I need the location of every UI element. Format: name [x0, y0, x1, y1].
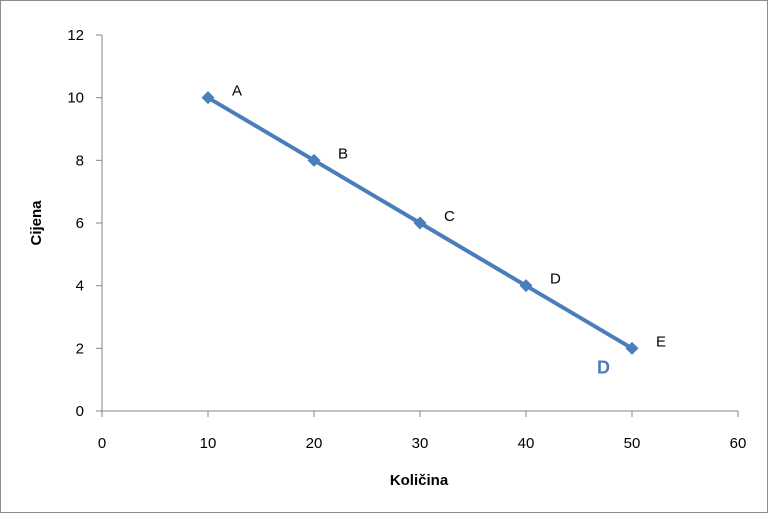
point-marker-e — [625, 341, 639, 355]
x-tick-label: 20 — [306, 435, 323, 452]
point-label-d: D — [550, 271, 561, 288]
x-tick-label: 0 — [98, 435, 106, 452]
y-axis-title: Cijena — [28, 200, 45, 246]
series-name-label: D — [597, 357, 610, 377]
y-tick-label: 2 — [76, 340, 84, 357]
point-marker-b — [307, 153, 321, 167]
point-label-a: A — [232, 83, 242, 100]
x-tick-label: 10 — [200, 435, 217, 452]
series-layer: A B C D E D — [201, 83, 666, 377]
point-label-b: B — [338, 145, 348, 162]
x-tick-label: 50 — [624, 435, 641, 452]
y-tick-label: 10 — [67, 90, 84, 107]
y-tick-label: 4 — [76, 278, 84, 295]
x-axis: 0 10 20 30 40 50 60 — [98, 410, 747, 452]
point-marker-d — [519, 279, 533, 293]
y-tick-label: 6 — [76, 215, 84, 232]
y-axis: 0 2 4 6 8 10 12 — [67, 27, 103, 420]
y-tick-label: 8 — [76, 152, 84, 169]
x-tick-label: 30 — [412, 435, 429, 452]
y-tick-label: 0 — [76, 403, 84, 420]
point-marker-a — [201, 91, 215, 105]
x-tick-label: 40 — [518, 435, 535, 452]
point-label-e: E — [656, 333, 666, 350]
x-axis-title: Količina — [390, 472, 449, 489]
point-marker-c — [413, 216, 427, 230]
point-label-c: C — [444, 208, 455, 225]
y-tick-label: 12 — [67, 27, 84, 44]
x-tick-label: 60 — [730, 435, 747, 452]
